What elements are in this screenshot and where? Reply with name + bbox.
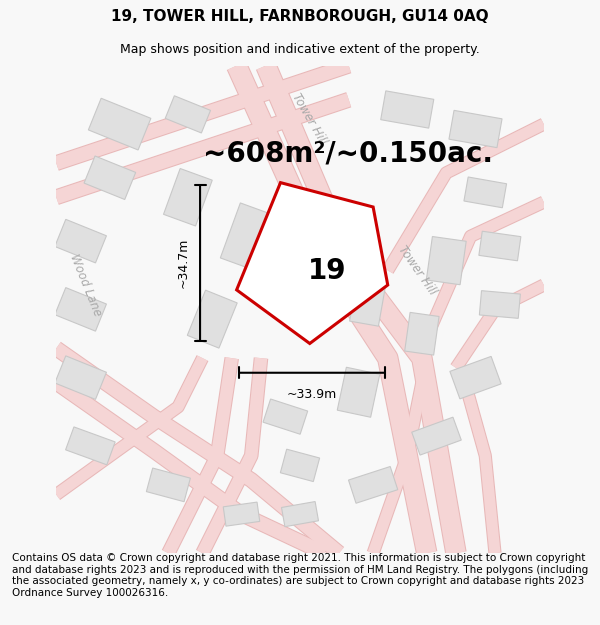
- Polygon shape: [381, 91, 434, 128]
- Polygon shape: [164, 169, 212, 226]
- Text: ~34.7m: ~34.7m: [176, 238, 190, 288]
- Polygon shape: [220, 203, 272, 269]
- Polygon shape: [404, 312, 439, 355]
- Polygon shape: [310, 219, 349, 273]
- Polygon shape: [427, 236, 466, 285]
- Polygon shape: [280, 449, 320, 482]
- Text: ~608m²/~0.150ac.: ~608m²/~0.150ac.: [203, 139, 493, 168]
- Text: Map shows position and indicative extent of the property.: Map shows position and indicative extent…: [120, 42, 480, 56]
- Polygon shape: [450, 356, 501, 399]
- Polygon shape: [412, 417, 461, 455]
- Polygon shape: [55, 288, 106, 331]
- Text: Tower Hill: Tower Hill: [290, 91, 329, 147]
- Polygon shape: [165, 96, 211, 133]
- Text: Contains OS data © Crown copyright and database right 2021. This information is : Contains OS data © Crown copyright and d…: [12, 553, 588, 598]
- Polygon shape: [263, 399, 308, 434]
- Polygon shape: [55, 219, 106, 263]
- Text: Tower Hill: Tower Hill: [395, 243, 439, 298]
- Polygon shape: [464, 177, 506, 208]
- Polygon shape: [65, 427, 115, 465]
- Polygon shape: [349, 466, 398, 503]
- Text: Wood Lane: Wood Lane: [67, 252, 104, 318]
- Polygon shape: [479, 231, 521, 261]
- Text: 19: 19: [308, 258, 347, 286]
- Polygon shape: [223, 502, 260, 526]
- Polygon shape: [88, 98, 151, 150]
- Polygon shape: [449, 111, 502, 148]
- Polygon shape: [281, 501, 319, 527]
- Polygon shape: [350, 273, 387, 326]
- Text: ~33.9m: ~33.9m: [287, 388, 337, 401]
- Polygon shape: [84, 156, 136, 199]
- Polygon shape: [146, 468, 190, 502]
- Text: 19, TOWER HILL, FARNBOROUGH, GU14 0AQ: 19, TOWER HILL, FARNBOROUGH, GU14 0AQ: [111, 9, 489, 24]
- Polygon shape: [337, 368, 380, 418]
- Polygon shape: [55, 356, 106, 399]
- Polygon shape: [236, 182, 388, 344]
- Polygon shape: [479, 291, 520, 318]
- Polygon shape: [187, 290, 237, 348]
